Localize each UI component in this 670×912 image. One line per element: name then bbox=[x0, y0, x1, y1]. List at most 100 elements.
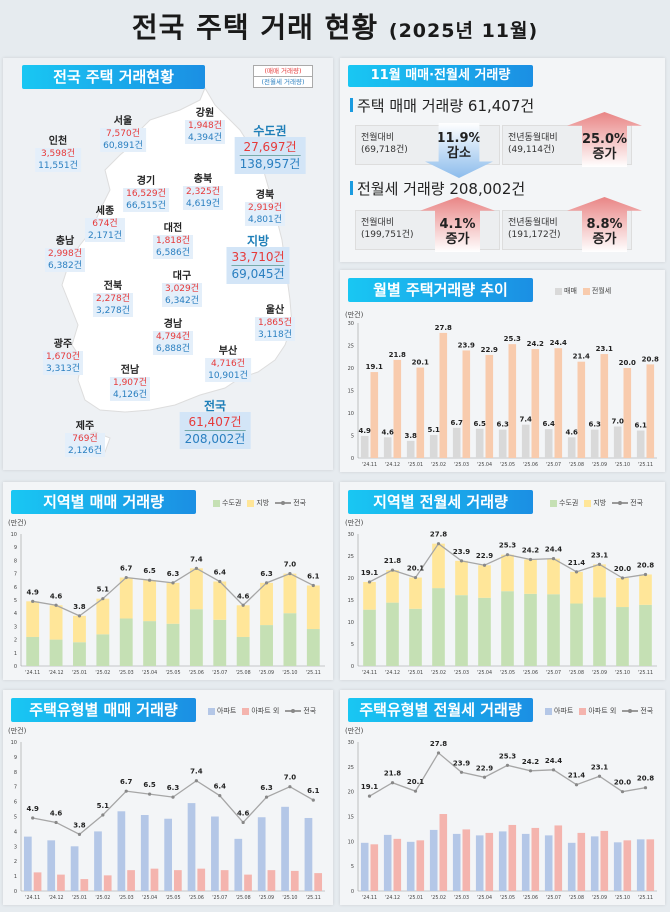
national-point bbox=[551, 557, 556, 561]
region-sales: 1,948건 bbox=[187, 121, 223, 131]
data-label: 5.1 bbox=[97, 586, 110, 594]
national-point bbox=[264, 795, 269, 799]
legend-item: 지방 bbox=[247, 498, 269, 508]
y-tick-label: 2 bbox=[14, 859, 17, 865]
x-tick-label: '24.12 bbox=[385, 670, 400, 676]
map-header: 전국 주택 거래현황 bbox=[22, 65, 205, 89]
x-tick-label: '24.11 bbox=[362, 895, 377, 901]
base: (191,172건) bbox=[508, 230, 561, 240]
y-tick-label: 10 bbox=[348, 839, 354, 845]
data-label: 6.4 bbox=[214, 569, 227, 577]
x-tick-label: '25.11 bbox=[306, 895, 321, 901]
data-label: 25.3 bbox=[499, 752, 516, 760]
x-tick-label: '25.03 bbox=[454, 670, 469, 676]
region-sales: 1,818건 bbox=[155, 236, 191, 246]
bar-아파트 외 bbox=[600, 830, 609, 891]
total-1: 지방 33,710건 69,045건 bbox=[226, 234, 290, 284]
national-point bbox=[482, 775, 487, 779]
bar-지방 bbox=[96, 598, 110, 635]
x-tick-label: '25.10 bbox=[615, 895, 630, 901]
data-label: 4.9 bbox=[359, 427, 372, 435]
y-tick-label: 5 bbox=[14, 598, 17, 604]
data-label: 4.6 bbox=[566, 428, 579, 436]
bar-지방 bbox=[639, 574, 652, 605]
bar-전월세 bbox=[393, 359, 402, 458]
chart-panel-0: 월별 주택거래량 추이 매매 전월세 (만건) 0 5 10 15 20 25 30 '24.1… bbox=[340, 270, 665, 472]
bar-아파트 bbox=[117, 811, 126, 891]
y-tick-label: 5 bbox=[14, 815, 17, 821]
x-tick-label: '25.09 bbox=[259, 895, 274, 901]
data-label: 23.9 bbox=[453, 759, 470, 767]
y-tick-label: 2 bbox=[14, 638, 17, 644]
bar-수도권 bbox=[639, 604, 652, 666]
y-tick-label: 3 bbox=[14, 624, 17, 630]
data-label: 27.8 bbox=[430, 740, 447, 748]
national-point bbox=[264, 581, 269, 585]
data-label: 23.9 bbox=[453, 548, 470, 556]
national-point bbox=[124, 789, 128, 793]
label: 전년동월대비 bbox=[508, 133, 558, 143]
total-name: 지방 bbox=[246, 234, 270, 248]
bar-아파트 bbox=[70, 846, 79, 891]
data-label: 6.5 bbox=[474, 420, 487, 428]
total-rent: 69,045건 bbox=[231, 267, 285, 281]
data-label: 20.8 bbox=[642, 355, 659, 363]
x-tick-label: '25.05 bbox=[500, 670, 515, 676]
data-label: 21.8 bbox=[384, 557, 401, 565]
bar-지방 bbox=[524, 559, 537, 594]
y-tick-label: 15 bbox=[348, 598, 354, 604]
legend-item: 매매 bbox=[555, 286, 577, 296]
legend-item: 아파트 외 bbox=[242, 706, 279, 716]
region-1: 서울 7,570건 60,891건 bbox=[100, 116, 146, 152]
bar-수도권 bbox=[143, 621, 157, 666]
bar-아파트 외 bbox=[577, 832, 586, 891]
data-label: 4.6 bbox=[50, 809, 63, 817]
region-8: 충남 2,998건 6,382건 bbox=[44, 236, 86, 272]
region-7: 대전 1,818건 6,586건 bbox=[152, 223, 194, 259]
bar-수도권 bbox=[236, 636, 250, 666]
legend-rent: (전월세 거래량) bbox=[261, 78, 305, 86]
bar-매매 bbox=[521, 424, 530, 458]
bar-아파트 외 bbox=[33, 872, 42, 891]
national-point bbox=[194, 566, 198, 570]
data-label: 20.8 bbox=[637, 561, 654, 569]
bar-전월세 bbox=[439, 332, 448, 458]
national-point bbox=[482, 563, 487, 567]
region-rent: 4,801건 bbox=[247, 215, 283, 225]
data-label: 23.9 bbox=[458, 341, 475, 349]
y-tick-label: 20 bbox=[348, 790, 354, 796]
chart-title: 월별 주택거래량 추이 bbox=[348, 278, 533, 302]
bar-아파트 외 bbox=[508, 824, 517, 891]
region-sales: 1,865건 bbox=[257, 318, 293, 328]
bar-수도권 bbox=[409, 608, 422, 666]
legend-item: 아파트 외 bbox=[579, 706, 616, 716]
bar-지방 bbox=[363, 581, 376, 610]
data-label: 3.8 bbox=[405, 432, 418, 440]
national-point bbox=[311, 798, 315, 802]
label: 전월대비 bbox=[361, 133, 395, 143]
bar-지방 bbox=[119, 577, 133, 619]
data-label: 20.0 bbox=[614, 779, 631, 787]
bar-아파트 bbox=[94, 831, 102, 891]
national-point bbox=[620, 790, 625, 794]
national-point bbox=[124, 575, 128, 580]
data-label: 21.8 bbox=[389, 351, 406, 359]
y-tick-label: 25 bbox=[348, 344, 354, 350]
region-6: 세종 674건 2,171건 bbox=[84, 206, 126, 242]
region-name: 충북 bbox=[193, 174, 213, 185]
national-point bbox=[413, 789, 418, 793]
region-name: 대전 bbox=[163, 223, 183, 234]
y-tick-label: 15 bbox=[348, 815, 354, 821]
legend-item: 전국 bbox=[622, 706, 653, 716]
data-label: 22.9 bbox=[476, 552, 493, 560]
region-name: 제주 bbox=[75, 421, 95, 432]
x-tick-label: '24.12 bbox=[385, 462, 400, 468]
data-label: 7.0 bbox=[612, 418, 625, 426]
legend-item: 수도권 bbox=[550, 498, 578, 508]
x-tick-label: '25.11 bbox=[638, 462, 653, 468]
total-2: 전국 61,407건 208,002건 bbox=[179, 400, 251, 449]
x-tick-label: '25.06 bbox=[523, 670, 538, 676]
national-point bbox=[148, 792, 152, 796]
bar-아파트 외 bbox=[220, 870, 229, 891]
national-point bbox=[597, 562, 602, 566]
